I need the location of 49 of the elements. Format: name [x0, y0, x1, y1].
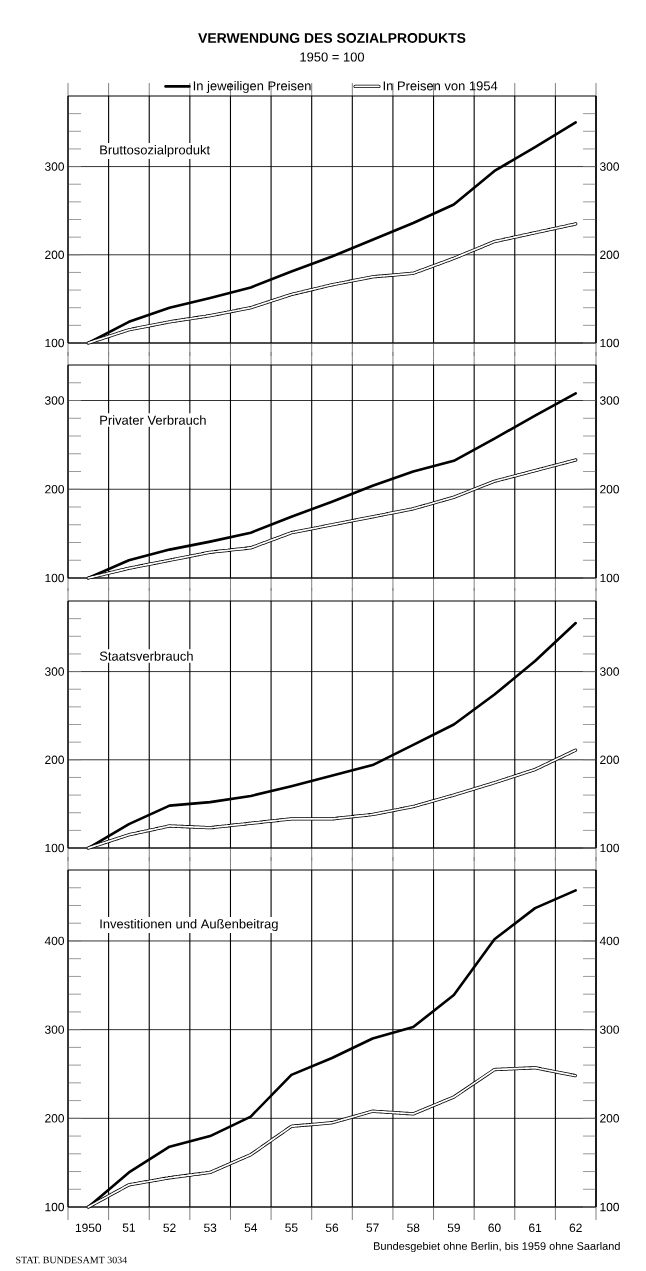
y2-tick-label: 200 [600, 755, 620, 765]
y2-tick-label: 400 [599, 936, 620, 946]
y-tick-label: 100 [45, 1202, 65, 1212]
y2-tick-label: 300 [599, 1025, 620, 1034]
y-tick-label: 300 [44, 162, 65, 171]
annotation: Bruttosozialprodukt [100, 144, 210, 158]
y-tick-label: 300 [44, 1025, 65, 1034]
y-tick-label: 100 [45, 338, 65, 348]
y2-tick-label: 300 [599, 667, 620, 676]
x-tick-label: 53 [203, 1223, 217, 1232]
x-tick-label: 52 [163, 1223, 176, 1232]
y2-tick-label: 100 [600, 1202, 620, 1212]
y2-tick-label: 100 [600, 573, 620, 583]
x-tick-label: 56 [325, 1223, 339, 1232]
x-tick-label: 55 [285, 1223, 298, 1232]
y-tick-label: 200 [45, 755, 65, 765]
x-tick-label: 58 [407, 1223, 420, 1232]
y2-tick-label: 300 [599, 162, 620, 171]
annotation: Privater Verbrauch [100, 415, 206, 425]
x-tick-label: 54 [244, 1223, 258, 1232]
y2-tick-label: 300 [599, 396, 620, 405]
y2-tick-label: 200 [600, 250, 620, 260]
x-tick-label: 51 [122, 1223, 135, 1232]
text: Bundesgebiet ohne Berlin, bis 1959 ohne Saarland [374, 1241, 620, 1253]
y-tick-label: 300 [44, 396, 65, 405]
y2-tick-label: 100 [600, 843, 620, 853]
annotation: Investitionen und Außenbeitrag [100, 918, 278, 932]
y-tick-label: 200 [45, 1114, 65, 1123]
y-tick-label: 200 [45, 250, 65, 260]
x-tick-label: 57 [366, 1223, 379, 1232]
chart-subtitle: 1950 = 100 [300, 52, 365, 62]
y2-tick-label: 200 [600, 1114, 620, 1123]
chart-title: VERWENDUNG DES SOZIALPRODUKTS [198, 33, 466, 43]
x-tick-label: 1950 [75, 1223, 102, 1232]
legend-label: In jeweiligen Preisen [193, 80, 311, 94]
y-tick-label: 100 [45, 573, 65, 583]
x-tick-label: 62 [569, 1223, 582, 1232]
y-tick-label: 200 [45, 485, 65, 494]
x-tick-label: 61 [529, 1223, 542, 1232]
y2-tick-label: 100 [600, 338, 620, 348]
legend-label: In Preisen von 1954 [383, 80, 498, 91]
x-tick-label: 60 [488, 1223, 501, 1232]
x-tick-label: 59 [447, 1223, 460, 1232]
y-tick-label: 100 [45, 843, 65, 853]
y-tick-label: 400 [44, 936, 65, 946]
y-tick-label: 300 [44, 667, 65, 676]
text: STAT. BUNDESAMT 3034 [16, 1256, 128, 1264]
annotation: Staatsverbrauch [99, 651, 193, 661]
y2-tick-label: 200 [600, 485, 620, 494]
